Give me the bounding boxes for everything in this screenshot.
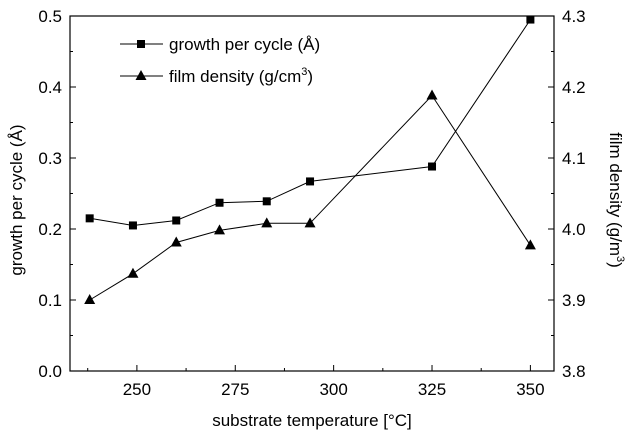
density-data-point <box>84 294 96 304</box>
legend-label-growth: growth per cycle (Å) <box>169 35 320 54</box>
series-layer <box>84 15 536 304</box>
right-y-axis-title: film density (g/m3) <box>606 132 626 268</box>
right-y-tick-label: 4.2 <box>562 78 586 97</box>
x-tick-label: 325 <box>418 380 446 399</box>
x-tick-label: 350 <box>516 380 544 399</box>
growth-data-point <box>172 216 181 225</box>
series-line-film-density <box>89 94 531 301</box>
right-y-tick-label: 4.0 <box>562 220 586 239</box>
legend-label-density-tail: ) <box>307 67 313 86</box>
left-y-axis-title: growth per cycle (Å) <box>7 124 26 275</box>
left-y-tick-label: 0.5 <box>38 7 62 26</box>
x-axis-title: substrate temperature [°C] <box>212 411 412 430</box>
density-data-point <box>170 236 182 247</box>
density-data-point <box>524 239 536 250</box>
right-y-tick-label: 4.3 <box>562 7 586 26</box>
x-tick-label: 250 <box>123 380 151 399</box>
right-y-tick-label: 4.1 <box>562 149 586 168</box>
right-y-axis-ticks: 3.8 3.9 4.0 4.1 4.2 4.3 <box>548 7 586 381</box>
x-tick-label: 300 <box>319 380 347 399</box>
legend-entry-growth: growth per cycle (Å) <box>120 35 320 54</box>
left-y-axis-ticks: 0.0 0.1 0.2 0.3 0.4 0.5 <box>38 7 76 381</box>
density-data-point <box>214 224 226 235</box>
legend-label-density-sup: 3 <box>301 66 307 78</box>
legend-label-density-main: film density (g/cm <box>169 67 301 86</box>
legend-square-marker <box>137 40 145 48</box>
x-axis-ticks: 250 275 300 325 350 <box>87 365 545 399</box>
left-y-tick-label: 0.2 <box>38 220 62 239</box>
legend-entry-density: film density (g/cm3) <box>120 66 313 86</box>
growth-data-point <box>262 197 271 206</box>
density-data-point <box>127 267 139 278</box>
growth-data-point <box>215 198 224 207</box>
density-data-point <box>426 89 438 100</box>
legend: growth per cycle (Å) film density (g/cm3… <box>120 35 320 86</box>
right-y-axis-title-main: film density (g/m <box>606 132 625 256</box>
left-y-tick-label: 0.3 <box>38 149 62 168</box>
left-y-tick-label: 0.1 <box>38 291 62 310</box>
x-tick-label: 275 <box>221 380 249 399</box>
series-line-growth-per-cycle <box>89 19 531 227</box>
growth-data-point <box>428 162 437 171</box>
legend-label-density: film density (g/cm3) <box>169 66 313 86</box>
left-y-tick-label: 0.0 <box>38 362 62 381</box>
left-y-tick-label: 0.4 <box>38 78 62 97</box>
right-y-tick-label: 3.8 <box>562 362 586 381</box>
growth-data-point <box>128 221 137 230</box>
growth-data-point <box>526 15 535 24</box>
right-y-axis-title-tail: ) <box>606 262 625 268</box>
density-data-point <box>304 217 316 228</box>
density-data-point <box>261 217 273 228</box>
legend-triangle-marker <box>135 70 147 80</box>
right-y-axis-title-sup: 3 <box>614 256 626 262</box>
growth-data-point <box>85 214 94 223</box>
growth-data-point <box>306 177 315 186</box>
right-y-tick-label: 3.9 <box>562 291 586 310</box>
